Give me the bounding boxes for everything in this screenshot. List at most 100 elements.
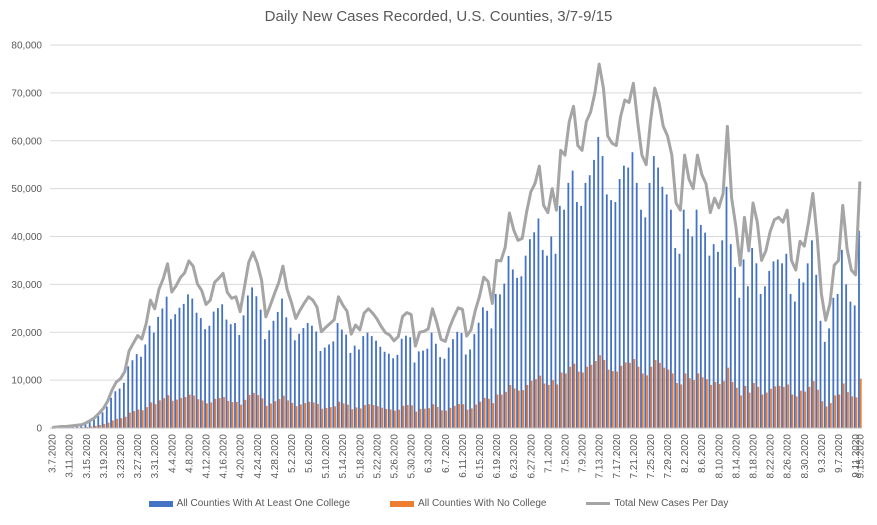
bar-no-college: [757, 386, 760, 428]
bar-no-college: [577, 371, 580, 428]
bar-college: [853, 305, 856, 428]
bar-no-college: [385, 408, 388, 428]
bar-no-college: [372, 405, 375, 428]
bar-college: [746, 286, 749, 428]
bar-college: [157, 316, 159, 428]
bar-no-college: [590, 364, 593, 428]
x-tick-label: 5.26.2020: [390, 434, 401, 479]
bar-college: [319, 351, 322, 428]
bar-no-college: [564, 373, 567, 428]
bar-college: [751, 247, 754, 428]
x-tick-label: 4.8.2020: [184, 434, 195, 473]
bar-college: [383, 351, 386, 428]
x-tick-label: 7.29.2020: [663, 434, 674, 479]
bar-no-college: [671, 373, 674, 428]
bar-no-college: [423, 408, 426, 428]
bar-college: [413, 362, 416, 428]
bar-college: [285, 317, 288, 428]
bar-no-college: [599, 355, 601, 428]
bar-college: [588, 175, 591, 428]
bar-college: [392, 358, 395, 428]
bar-no-college: [193, 395, 195, 428]
bar-college: [550, 236, 553, 428]
bar-college: [170, 319, 172, 428]
bar-no-college: [624, 362, 627, 428]
bar-no-college: [663, 367, 666, 428]
bar-college: [452, 339, 454, 428]
bar-college: [366, 332, 369, 428]
bar-no-college: [838, 394, 841, 428]
bar-college: [208, 325, 211, 428]
bar-college: [781, 263, 783, 428]
bar-no-college: [676, 382, 678, 428]
bar-no-college: [714, 382, 717, 428]
bar-college: [768, 270, 771, 428]
bar-college: [601, 156, 604, 428]
bar-college: [717, 251, 719, 428]
bar-college: [759, 293, 762, 428]
bar-no-college: [107, 422, 110, 428]
x-tick-label: 8.10.2020: [714, 434, 725, 479]
bar-no-college: [261, 398, 264, 428]
x-tick-label: 9.3.2020: [817, 434, 828, 473]
bar-college: [225, 319, 228, 428]
bar-college: [251, 287, 253, 428]
bar-college: [75, 425, 78, 428]
x-tick-label: 3.19.2020: [99, 434, 110, 479]
x-tick-label: 6.27.2020: [526, 434, 537, 479]
bar-no-college: [411, 405, 413, 428]
bar-college: [567, 182, 570, 428]
bar-college: [832, 297, 835, 428]
bar-college: [815, 274, 818, 428]
bar-college: [648, 182, 651, 428]
bar-no-college: [449, 407, 452, 428]
bar-no-college: [817, 389, 819, 428]
bar-no-college: [329, 407, 332, 428]
bar-no-college: [859, 378, 862, 428]
bar-college: [246, 295, 249, 428]
bar-no-college: [556, 384, 559, 428]
bar-college: [503, 283, 506, 428]
y-tick-label: 80,000: [11, 41, 42, 52]
bar-no-college: [171, 400, 174, 428]
bar-no-college: [270, 403, 272, 428]
bar-no-college: [500, 394, 503, 428]
x-tick-label: 3.11.2020: [65, 434, 76, 478]
bar-no-college: [761, 394, 764, 428]
bar-no-college: [680, 384, 683, 428]
legend-label-no-college: All Counties With No College: [418, 498, 547, 509]
bar-college: [828, 328, 830, 428]
bar-college: [665, 194, 668, 428]
x-tick-label: 5.22.2020: [372, 434, 383, 479]
bar-college: [88, 421, 91, 428]
x-tick-label: 4.4.2020: [167, 434, 178, 473]
bar-no-college: [603, 360, 606, 428]
bar-no-college: [552, 380, 554, 428]
bar-college: [221, 304, 224, 428]
bar-college: [447, 347, 450, 428]
bar-college: [199, 318, 202, 428]
y-axis-ticks: 0 10,000 20,000 30,000 40,000 50,000 60,000 70,…: [11, 41, 42, 435]
bar-no-college: [201, 400, 204, 428]
bar-no-college: [834, 395, 837, 428]
bar-no-college: [693, 380, 695, 428]
bar-no-college: [218, 398, 221, 428]
bar-college: [764, 286, 766, 428]
x-tick-label: 9.11.2020: [851, 434, 862, 478]
bar-no-college: [526, 384, 529, 428]
bar-college: [161, 308, 164, 428]
bar-college: [315, 331, 318, 428]
bar-college: [734, 267, 736, 428]
bar-no-college: [312, 402, 315, 428]
x-tick-label: 5.10.2020: [321, 434, 332, 479]
bar-no-college: [291, 402, 294, 428]
bar-college: [293, 340, 296, 428]
x-tick-label: 4.12.2020: [201, 434, 212, 479]
bar-no-college: [569, 366, 572, 428]
bar-no-college: [688, 378, 691, 428]
x-tick-label: 3.31.2020: [150, 434, 161, 479]
bar-college: [268, 330, 271, 428]
bar-no-college: [727, 367, 730, 428]
bar-college: [597, 136, 600, 429]
